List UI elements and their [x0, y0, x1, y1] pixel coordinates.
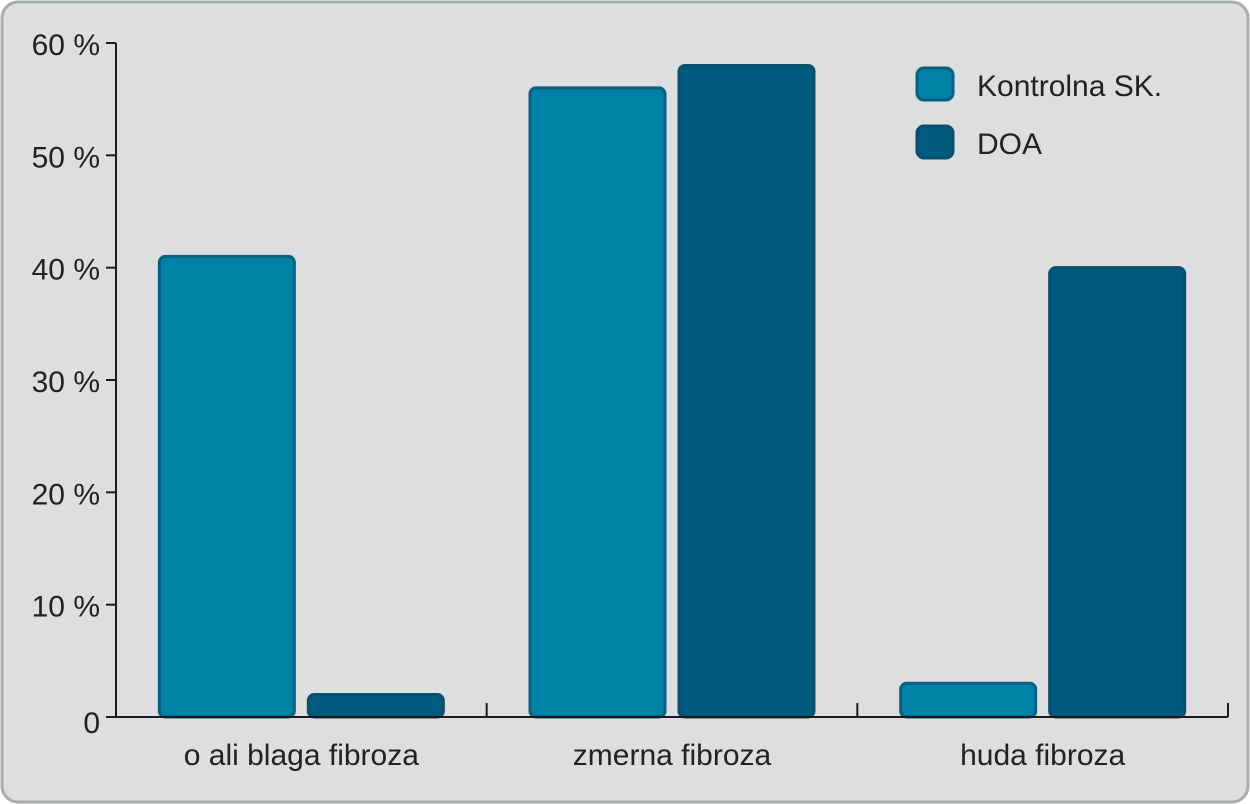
y-tick-label: 10 % [32, 591, 100, 624]
x-category-label: zmerna fibroza [573, 739, 772, 772]
y-tick-label: 50 % [32, 141, 100, 174]
y-tick-label: 60 % [32, 29, 100, 62]
legend-swatch-doa [915, 124, 955, 160]
x-category-label: huda fibroza [960, 739, 1125, 772]
axes-group: 0 10 % 20 % 30 % 40 % 50 % 60 % o ali blaga fib… [32, 29, 1229, 772]
y-tick-label: 40 % [32, 254, 100, 287]
bar-kontrolna-2 [899, 681, 1038, 719]
legend-label-doa: DOA [977, 128, 1042, 161]
bar-kontrolna-0 [157, 254, 296, 719]
bar-doa-0 [306, 693, 445, 719]
bars-group [157, 63, 1187, 719]
legend-label-kontrolna: Kontrolna SK. [977, 70, 1162, 103]
bar-doa-2 [1048, 266, 1187, 719]
bar-kontrolna-1 [528, 86, 667, 719]
y-tick-label: 30 % [32, 366, 100, 399]
x-category-label: o ali blaga fibroza [184, 739, 419, 772]
legend: Kontrolna SK. DOA [915, 66, 1162, 161]
y-tick-label: 0 [83, 707, 100, 740]
bar-doa-1 [677, 63, 816, 719]
y-tick-label: 20 % [32, 478, 100, 511]
legend-swatch-kontrolna [915, 66, 955, 102]
